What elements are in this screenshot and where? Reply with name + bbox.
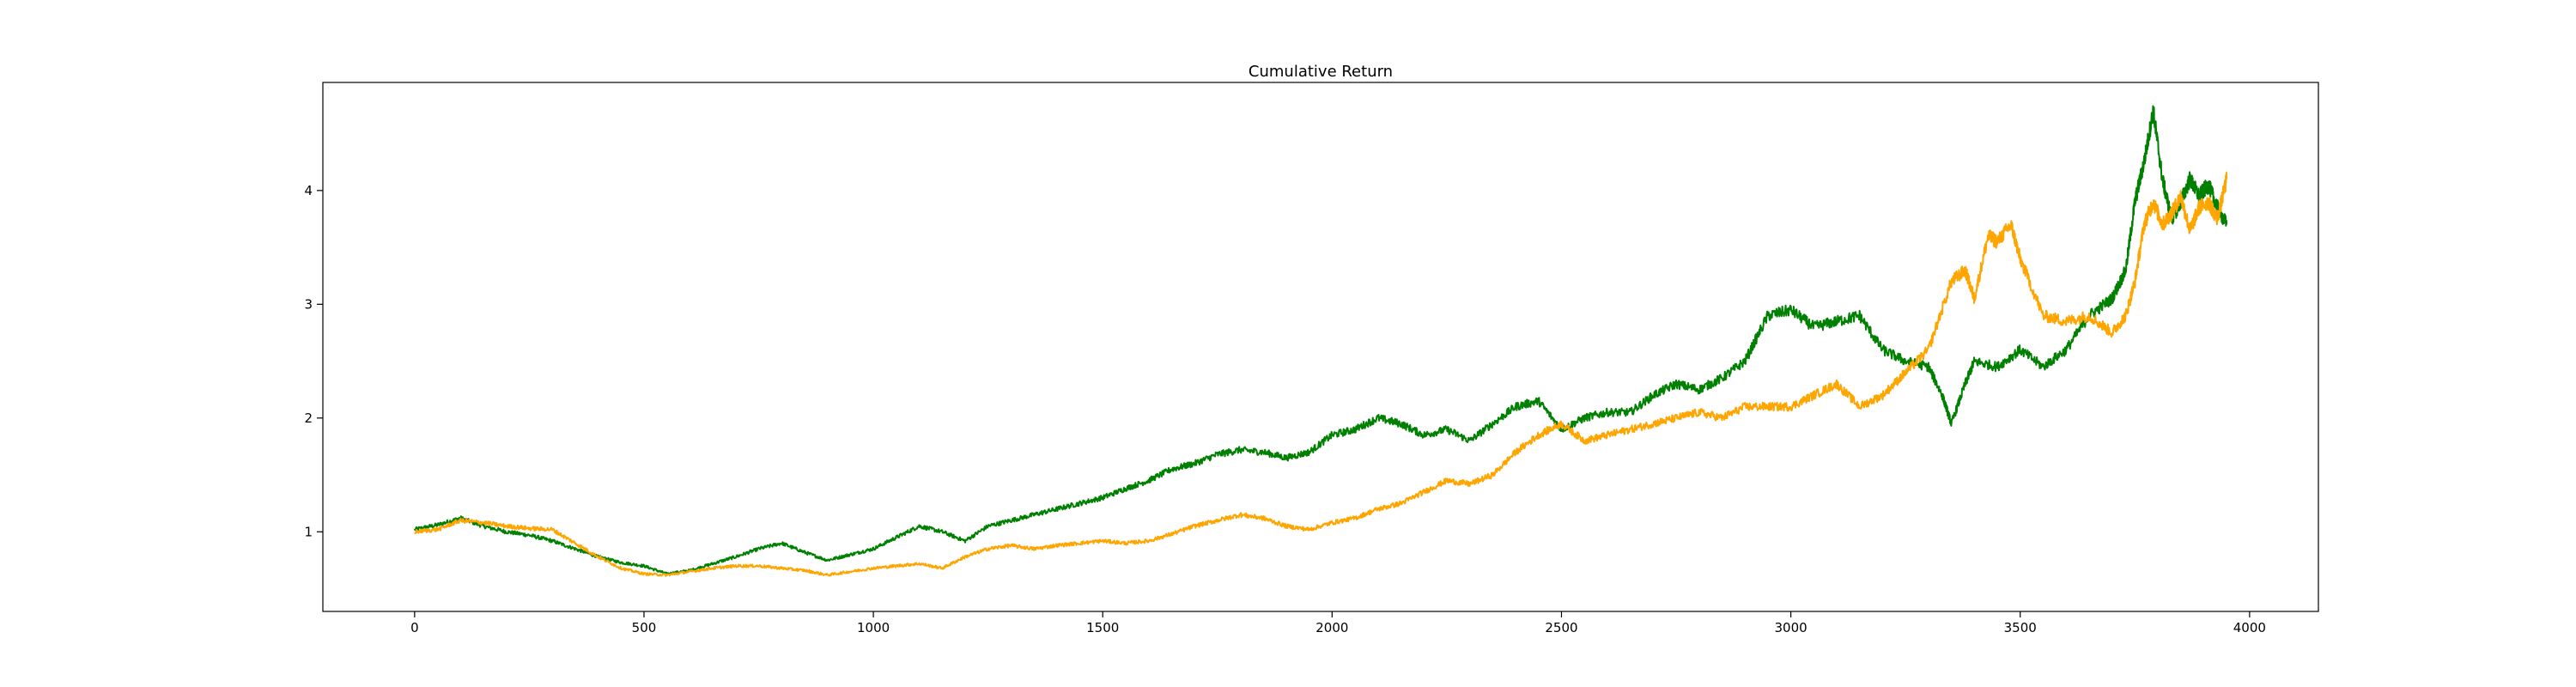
series-layer bbox=[413, 105, 2228, 577]
x-axis: 0 500 1000 1500 2000 2500 3000 3500 4000 bbox=[410, 611, 2266, 635]
x-tick-label: 3000 bbox=[1775, 620, 1807, 635]
x-tick-label: 0 bbox=[410, 620, 419, 635]
x-tick-label: 500 bbox=[632, 620, 657, 635]
x-tick-label: 4000 bbox=[2233, 620, 2266, 635]
plot-frame bbox=[322, 82, 2319, 612]
y-tick-label: 4 bbox=[304, 183, 313, 198]
chart-title: Cumulative Return bbox=[1249, 63, 1393, 81]
y-tick-label: 1 bbox=[304, 524, 313, 539]
x-tick-label: 3500 bbox=[2004, 620, 2037, 635]
x-tick-label: 2500 bbox=[1545, 620, 1577, 635]
x-tick-label: 2000 bbox=[1315, 620, 1348, 635]
x-tick-label: 1500 bbox=[1086, 620, 1119, 635]
series-line-2 bbox=[414, 172, 2228, 577]
x-tick-label: 1000 bbox=[857, 620, 890, 635]
y-tick-label: 2 bbox=[304, 410, 313, 426]
y-axis: 1 2 3 4 bbox=[304, 183, 323, 539]
series-line-1 bbox=[413, 105, 2228, 576]
y-tick-label: 3 bbox=[304, 296, 313, 312]
